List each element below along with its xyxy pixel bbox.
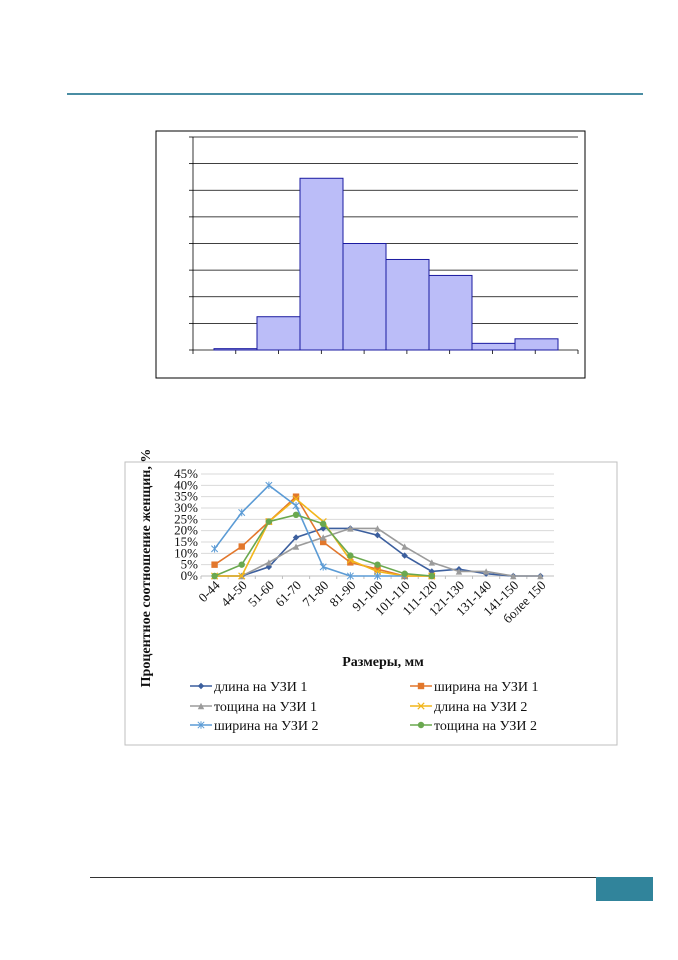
- histogram-bar: [385, 258, 430, 351]
- histogram-bar: [256, 316, 301, 351]
- histogram-bar: [428, 274, 473, 351]
- histogram-bar: [342, 243, 387, 351]
- histogram-bar: [299, 177, 344, 351]
- header-rule: [67, 93, 643, 95]
- page-number-block: [596, 877, 653, 901]
- histogram-bar: [471, 342, 516, 351]
- footer-rule: [90, 877, 602, 878]
- histogram-bar: [514, 338, 559, 351]
- histogram-bar: [213, 348, 258, 351]
